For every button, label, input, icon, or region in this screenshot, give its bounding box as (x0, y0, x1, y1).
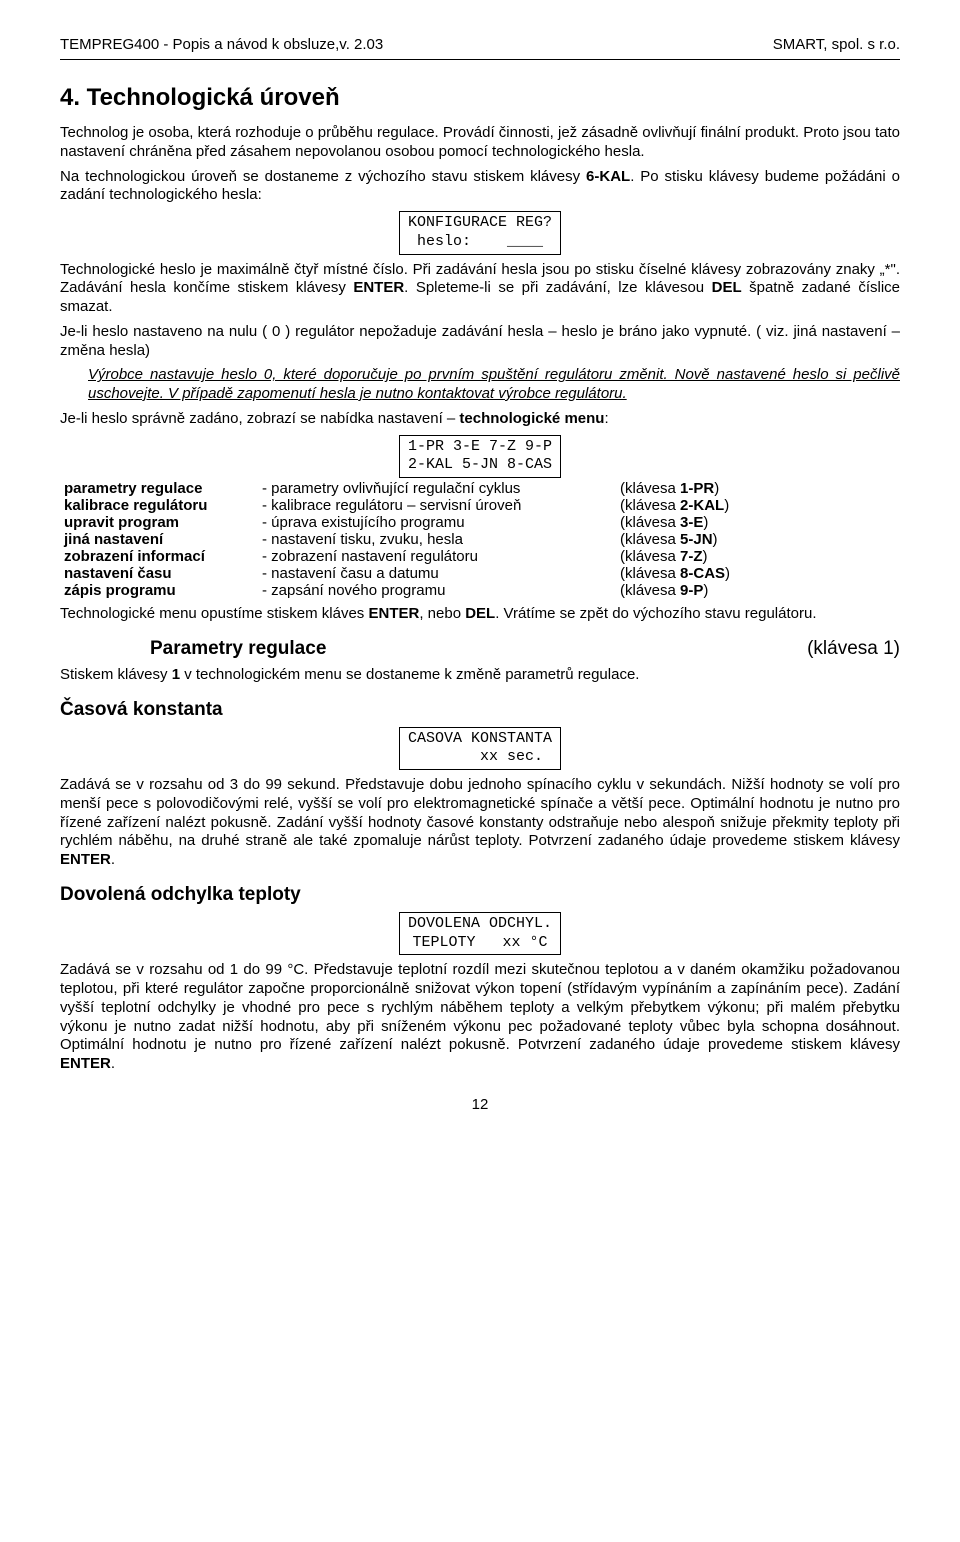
sub-heading-deviation: Dovolená odchylka teploty (60, 884, 900, 906)
param-desc: - kalibrace regulátoru – servisní úroveň (258, 497, 616, 514)
display-box-3-wrap: CASOVA KONSTANTA xx sec. (60, 727, 900, 771)
paragraph-deviation: Zadává se v rozsahu od 1 do 99 °C. Předs… (60, 961, 900, 1074)
param-desc: - nastavení tisku, zvuku, hesla (258, 531, 616, 548)
param-key: (klávesa 3-E) (616, 514, 900, 531)
param-desc: - úprava existujícího programu (258, 514, 616, 531)
header-rule (60, 59, 900, 60)
paragraph-access: Na technologickou úroveň se dostaneme z … (60, 168, 900, 206)
p6-c: : (604, 410, 608, 427)
display-box-deviation: DOVOLENA ODCHYL. TEPLOTY xx °C (399, 912, 561, 956)
table-row: zápis programu - zapsání nového programu… (60, 582, 900, 599)
table-row: parametry regulace - parametry ovlivňují… (60, 480, 900, 497)
p8-key: 1 (172, 666, 180, 683)
display-box-4-wrap: DOVOLENA ODCHYL. TEPLOTY xx °C (60, 912, 900, 956)
param-desc: - zapsání nového programu (258, 582, 616, 599)
display-box-menu: 1-PR 3-E 7-Z 9-P 2-KAL 5-JN 8-CAS (399, 435, 561, 479)
param-key: (klávesa 2-KAL) (616, 497, 900, 514)
params-table: parametry regulace - parametry ovlivňují… (60, 480, 900, 599)
sub-heading-timeconst: Časová konstanta (60, 699, 900, 721)
param-key: (klávesa 8-CAS) (616, 565, 900, 582)
table-row: zobrazení informací - zobrazení nastaven… (60, 548, 900, 565)
paragraph-password: Technologické heslo je maximálně čtyř mí… (60, 261, 900, 317)
document-page: TEMPREG400 - Popis a návod k obsluze,v. … (0, 0, 960, 1542)
p3-c: . Spleteme-li se při zadávání, lze kláve… (404, 279, 711, 296)
paragraph-menu-intro: Je-li heslo správně zadáno, zobrazí se n… (60, 410, 900, 429)
p9-a: Zadává se v rozsahu od 3 do 99 sekund. P… (60, 776, 900, 849)
paragraph-timeconst: Zadává se v rozsahu od 3 do 99 sekund. P… (60, 776, 900, 870)
paragraph-intro: Technolog je osoba, která rozhoduje o pr… (60, 124, 900, 162)
display-box-timeconst: CASOVA KONSTANTA xx sec. (399, 727, 561, 771)
p7-del: DEL (465, 605, 495, 622)
p3-del: DEL (712, 279, 742, 296)
param-name: upravit program (60, 514, 258, 531)
p7-e: . Vrátíme se zpět do výchozího stavu reg… (495, 605, 816, 622)
param-name: zobrazení informací (60, 548, 258, 565)
param-name: parametry regulace (60, 480, 258, 497)
sub-heading-params: Parametry regulace (klávesa 1) (150, 638, 900, 660)
param-desc: - zobrazení nastavení regulátoru (258, 548, 616, 565)
header-left: TEMPREG400 - Popis a návod k obsluze,v. … (60, 36, 383, 53)
sub-heading-key: (klávesa 1) (807, 638, 900, 660)
param-desc: - nastavení času a datumu (258, 565, 616, 582)
table-row: jiná nastavení - nastavení tisku, zvuku,… (60, 531, 900, 548)
section-heading: 4. Technologická úroveň (60, 84, 900, 112)
p9-enter: ENTER (60, 851, 111, 868)
table-row: upravit program - úprava existujícího pr… (60, 514, 900, 531)
p2-text-a: Na technologickou úroveň se dostaneme z … (60, 168, 586, 185)
param-name: zápis programu (60, 582, 258, 599)
param-name: kalibrace regulátoru (60, 497, 258, 514)
p10-a: Zadává se v rozsahu od 1 do 99 °C. Předs… (60, 961, 900, 1053)
p8-a: Stiskem klávesy (60, 666, 172, 683)
p7-a: Technologické menu opustíme stiskem kláv… (60, 605, 368, 622)
param-key: (klávesa 1-PR) (616, 480, 900, 497)
display-box-1-wrap: KONFIGURACE REG? heslo: ____ (60, 211, 900, 255)
param-name: nastavení času (60, 565, 258, 582)
p6-a: Je-li heslo správně zadáno, zobrazí se n… (60, 410, 459, 427)
param-name: jiná nastavení (60, 531, 258, 548)
p3-enter: ENTER (353, 279, 404, 296)
table-row: kalibrace regulátoru - kalibrace regulát… (60, 497, 900, 514)
param-key: (klávesa 9-P) (616, 582, 900, 599)
p6-b: technologické menu (459, 410, 604, 427)
paragraph-menu-exit: Technologické menu opustíme stiskem kláv… (60, 605, 900, 624)
param-desc: - parametry ovlivňující regulační cyklus (258, 480, 616, 497)
p8-c: v technologickém menu se dostaneme k změ… (180, 666, 639, 683)
p10-c: . (111, 1055, 115, 1072)
p7-enter: ENTER (368, 605, 419, 622)
paragraph-manufacturer-note: Výrobce nastavuje heslo 0, které doporuč… (88, 366, 900, 404)
p2-key: 6-KAL (586, 168, 630, 185)
p7-c: , nebo (419, 605, 465, 622)
param-key: (klávesa 7-Z) (616, 548, 900, 565)
display-box-2-wrap: 1-PR 3-E 7-Z 9-P 2-KAL 5-JN 8-CAS (60, 435, 900, 479)
page-header: TEMPREG400 - Popis a návod k obsluze,v. … (60, 36, 900, 53)
display-box-config: KONFIGURACE REG? heslo: ____ (399, 211, 561, 255)
header-right: SMART, spol. s r.o. (773, 36, 900, 53)
param-key: (klávesa 5-JN) (616, 531, 900, 548)
paragraph-zero-password: Je-li heslo nastaveno na nulu ( 0 ) regu… (60, 323, 900, 361)
p10-enter: ENTER (60, 1055, 111, 1072)
table-row: nastavení času - nastavení času a datumu… (60, 565, 900, 582)
paragraph-press-1: Stiskem klávesy 1 v technologickém menu … (60, 666, 900, 685)
p9-c: . (111, 851, 115, 868)
page-number: 12 (60, 1096, 900, 1113)
sub-heading-title: Parametry regulace (150, 638, 326, 660)
